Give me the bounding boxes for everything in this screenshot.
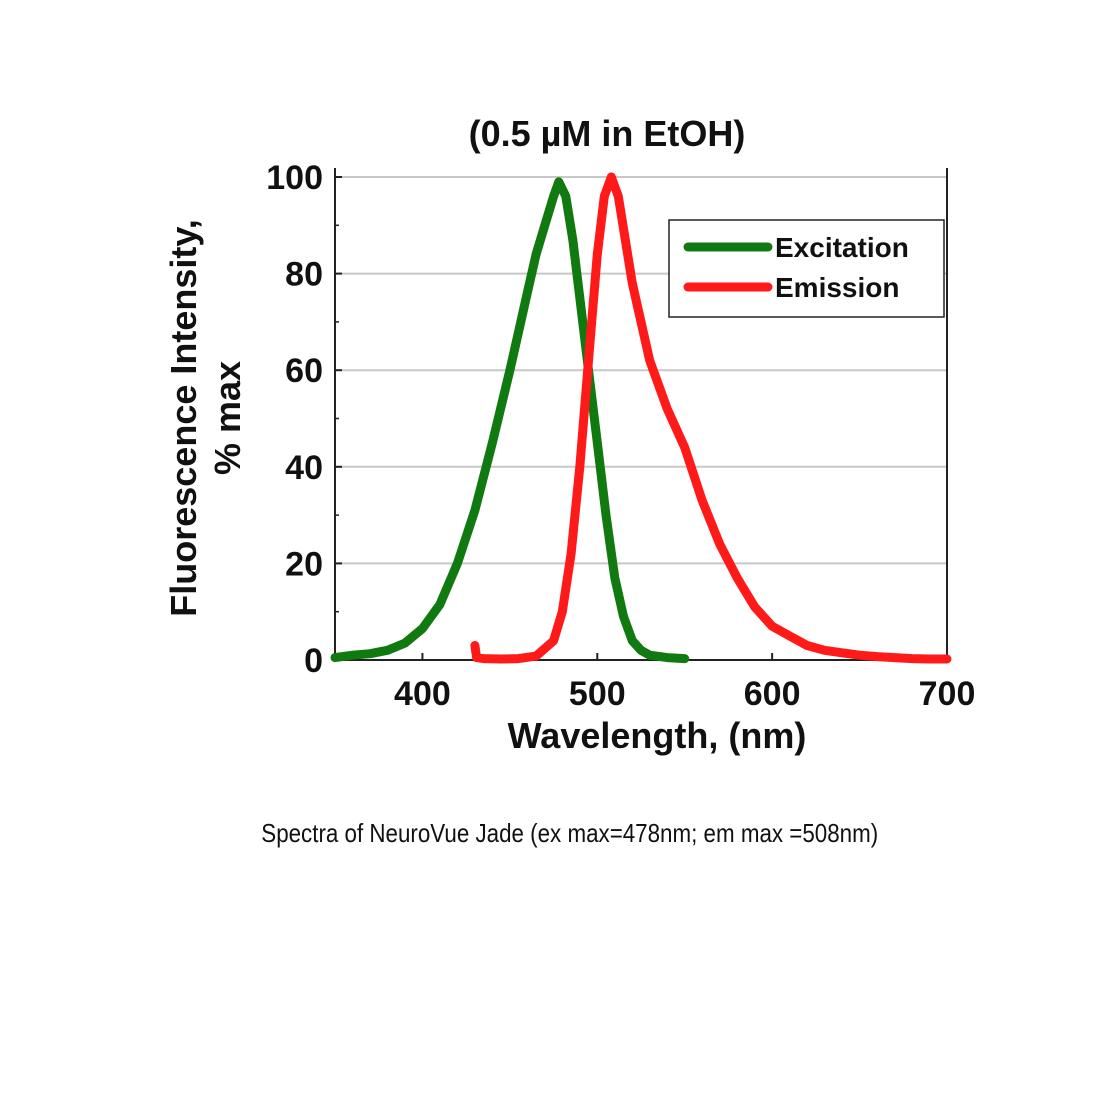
y-tick-label-0: 0 xyxy=(304,642,323,680)
y-tick-label-80: 80 xyxy=(285,256,323,294)
chart-title: (0.5 µM in EtOH) xyxy=(469,113,746,154)
plot-frame xyxy=(334,168,948,661)
x-axis-title: Wavelength, (nm) xyxy=(508,715,807,756)
series-line-emission xyxy=(470,172,952,664)
y-tick-label-100: 100 xyxy=(266,159,323,197)
series-line-excitation xyxy=(330,177,690,664)
x-tick-label-600: 600 xyxy=(744,675,801,713)
legend-label-emission: Emission xyxy=(775,272,899,303)
figure-caption: Spectra of NeuroVue Jade (ex max=478nm; … xyxy=(261,818,879,848)
x-tick-label-400: 400 xyxy=(394,675,451,713)
x-tick-label-500: 500 xyxy=(569,675,626,713)
y-tick-label-40: 40 xyxy=(285,449,323,487)
legend: Excitation Emission xyxy=(668,219,945,318)
x-tick-label-700: 700 xyxy=(919,675,976,713)
y-tick-label-20: 20 xyxy=(285,545,323,583)
series-layer xyxy=(330,172,952,664)
legend-label-excitation: Excitation xyxy=(775,232,909,263)
legend-box xyxy=(668,219,945,318)
y-axis-title-line2: % max xyxy=(207,361,248,475)
y-tick-label-60: 60 xyxy=(285,352,323,390)
axis-ticks: 0 20 40 60 80 100 400 500 600 700 xyxy=(266,159,975,713)
y-axis-title-line1: Fluorescence Intensity, xyxy=(163,219,204,616)
